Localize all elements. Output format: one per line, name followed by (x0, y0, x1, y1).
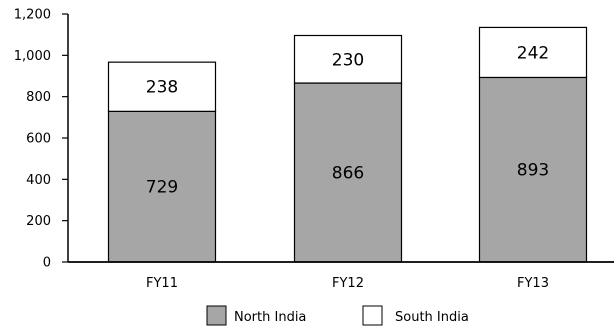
y-tick-label: 1,200 (14, 8, 51, 23)
legend-label: North India (234, 310, 306, 325)
bar-segment-north-india (107, 110, 217, 263)
x-axis: FY11 FY12 FY13 (68, 261, 614, 291)
bar-segment-north-india (478, 76, 588, 263)
y-tick-label: 200 (26, 214, 51, 229)
y-axis: 0 200 400 600 800 1,000 1,200 (14, 8, 69, 271)
data-label: 866 (332, 164, 364, 184)
data-label: 230 (332, 50, 364, 70)
bar-segment-south-india (293, 34, 403, 84)
bars: 729 238 866 230 893 242 (107, 26, 588, 263)
y-tick-label: 1,000 (14, 49, 51, 64)
legend-label: South India (395, 310, 469, 325)
data-label: 242 (517, 43, 549, 63)
data-label: 893 (517, 161, 549, 181)
y-tick-label: 600 (26, 132, 51, 147)
bar-segment-south-india (107, 61, 217, 112)
y-tick-label: 800 (26, 90, 51, 105)
legend-swatch-south-india (362, 305, 383, 326)
x-tick-label: FY12 (332, 276, 364, 291)
legend-swatch-north-india (206, 305, 227, 326)
bar-segment-south-india (478, 26, 588, 79)
legend: North India South India (206, 305, 469, 326)
x-tick-label: FY11 (146, 276, 178, 291)
y-tick-label: 0 (43, 256, 51, 271)
x-tick-label: FY13 (517, 276, 549, 291)
y-tick-label: 400 (26, 173, 51, 188)
data-label: 238 (146, 78, 178, 98)
bar-segment-north-india (293, 82, 403, 263)
data-label: 729 (146, 178, 178, 198)
